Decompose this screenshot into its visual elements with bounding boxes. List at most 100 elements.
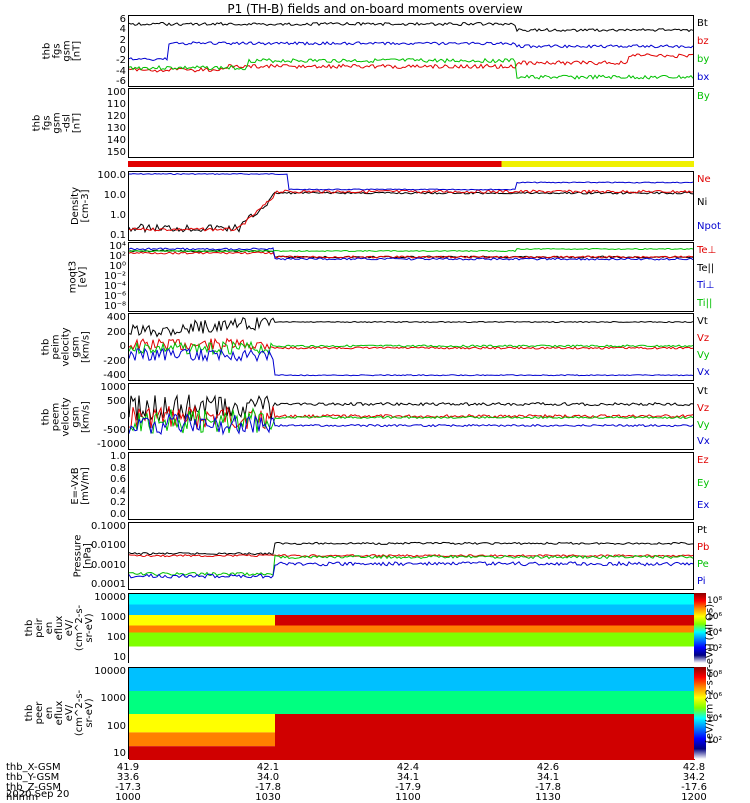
panel-fgs_dsl — [128, 88, 694, 158]
ytick-peim_v: -200 — [103, 355, 126, 367]
ytick-efield: 0.8 — [110, 462, 126, 474]
peir-spectrogram-band — [129, 632, 695, 647]
legend-peem_v: Vx — [697, 436, 710, 448]
ytick-peem_v: 0 — [119, 410, 126, 422]
xaxis-value: 42.8 — [682, 762, 706, 773]
peim-Vt-line — [129, 317, 694, 338]
legend-peim_v: Vy — [697, 350, 710, 361]
legend-efield: Ey — [697, 477, 710, 489]
ylabel-peim_v: thb peim velocity gsm [km/s] — [40, 327, 92, 367]
ytick-peem_v: -500 — [103, 424, 126, 436]
peir-spectrogram-band — [129, 646, 695, 664]
by-line — [129, 57, 694, 80]
ytick-fgs: 4 — [119, 24, 126, 36]
legend-efield: Ex — [697, 500, 710, 512]
ytick-pressure: 0.0100 — [91, 540, 126, 552]
ytick-fgs_dsl: 110 — [106, 99, 126, 110]
ytick-fgs: -2 — [116, 55, 126, 67]
ytick-peer: 10 — [113, 748, 126, 759]
peer-spectrogram-band — [129, 691, 695, 714]
colorbar-tick: 10² — [707, 644, 723, 654]
xaxis-value: 42.6 — [536, 762, 560, 773]
Ti-perp-line — [129, 247, 694, 261]
panel-pressure — [128, 522, 694, 590]
ylabel-peer: thb peer en eflux eV/ (cm^2-s- sr-eV) — [24, 689, 96, 737]
Pb-line — [129, 554, 694, 558]
xaxis-value: 34.2 — [682, 772, 706, 783]
ytick-efield: 0.6 — [110, 474, 126, 486]
colorbar-tick: 10⁸ — [707, 670, 723, 680]
xaxis-value: 1100 — [395, 792, 421, 803]
ytick-pressure: 0.0001 — [91, 579, 126, 590]
ytick-pressure: 0.1000 — [91, 521, 126, 532]
ytick-peim_v: 0 — [119, 341, 126, 352]
peem-Vt-line — [129, 394, 694, 423]
peim-Vx-line — [129, 347, 694, 377]
ytick-peer: 10000 — [94, 666, 126, 677]
panel-peem_v — [128, 383, 694, 450]
peer-spectrogram-core — [275, 714, 695, 760]
ylabel-fgs_dsl: thb fgs gsm -dsl [nT] — [31, 112, 83, 134]
ytick-temp: 10⁰ — [109, 261, 126, 272]
panel-density — [128, 171, 694, 241]
legend-temp: Ti⊥ — [697, 280, 715, 291]
legend-fgs: bz — [697, 36, 709, 47]
xaxis-value: 33.6 — [116, 772, 140, 783]
ytick-temp: 10⁻⁶ — [103, 291, 126, 302]
legend-density: Ne — [697, 174, 711, 185]
peir-spectrogram-band — [129, 604, 695, 615]
xaxis-row-label: thb_Y-GSM — [6, 772, 60, 783]
peer-spectrogram-band — [129, 668, 695, 691]
ytick-peim_v: 400 — [106, 312, 126, 323]
ylabel-peir: thb peir en eflux eV/ (cm^2-s- sr-eV) — [24, 604, 96, 652]
ylabel-peem_v: thb peem velocity gsm [km/s] — [40, 396, 92, 437]
legend-temp: Te|| — [697, 262, 715, 274]
legend-pressure: Pb — [697, 542, 710, 553]
ytick-fgs: 6 — [119, 14, 126, 25]
xaxis-value: -17.8 — [535, 782, 561, 793]
legend-temp: Te⊥ — [697, 245, 717, 256]
panel-peim_v — [128, 313, 694, 381]
Pi-line — [129, 560, 694, 579]
bz-line — [129, 53, 694, 73]
ytick-efield: 0.0 — [110, 509, 126, 520]
Ne-line — [129, 189, 694, 232]
ytick-fgs: 0 — [119, 45, 126, 56]
legend-peem_v: Vz — [697, 402, 710, 414]
ytick-temp: 10⁻² — [103, 271, 126, 282]
legend-peem_v: Vy — [697, 419, 710, 431]
legend-peem_v: Vt — [697, 386, 708, 397]
ytick-fgs_dsl: 140 — [106, 135, 126, 146]
ytick-efield: 0.4 — [110, 485, 126, 497]
xaxis-value: -17.9 — [395, 782, 421, 793]
xaxis-value: 1030 — [255, 792, 281, 803]
ytick-peir: 1000 — [100, 612, 126, 623]
ytick-peer: 100 — [106, 720, 126, 732]
xaxis-value: 34.1 — [536, 772, 560, 783]
legend-efield: Ez — [697, 455, 709, 466]
mode-status-bar — [128, 161, 694, 167]
ytick-peem_v: 1000 — [100, 382, 126, 393]
Pt-line — [129, 541, 694, 556]
panel-peir — [128, 593, 695, 664]
Npot-line — [129, 173, 694, 191]
legend-peim_v: Vz — [697, 333, 710, 344]
colorbar-tick: 10⁸ — [707, 596, 723, 606]
Ni-line — [129, 191, 694, 234]
ytick-peim_v: -400 — [103, 370, 126, 381]
ytick-efield: 1.0 — [110, 451, 126, 462]
peir-spectrogram-band — [129, 594, 695, 605]
ytick-fgs_dsl: 150 — [106, 147, 126, 158]
Te-perp-line — [129, 251, 694, 259]
peir-spectrogram-core — [275, 615, 695, 626]
peem-Vx-line — [129, 412, 694, 436]
xaxis-row-label: thb_X-GSM — [6, 762, 61, 773]
colorbar-tick: 10² — [707, 736, 723, 746]
legend-pressure: Pe — [697, 559, 709, 570]
xaxis-value: 1000 — [115, 792, 141, 803]
xaxis-row-label: thb_Z-GSM — [6, 782, 61, 793]
xaxis-value: 34.1 — [396, 772, 420, 783]
ytick-fgs_dsl: 120 — [106, 111, 126, 122]
legend-fgs: bx — [697, 72, 710, 83]
legend-pressure: Pi — [697, 576, 706, 587]
